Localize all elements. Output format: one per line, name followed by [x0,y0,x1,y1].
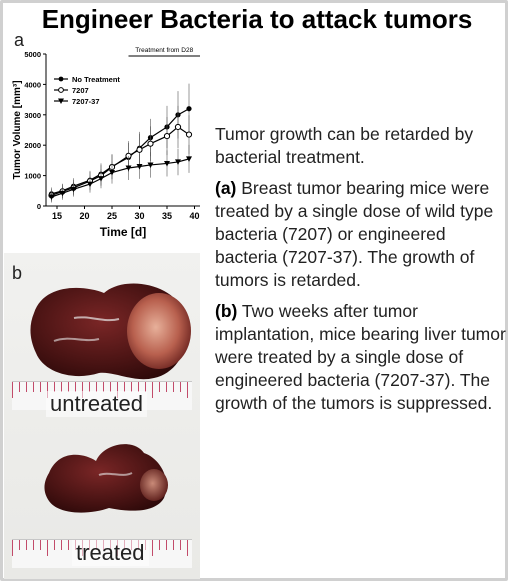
tumor-photo: b untreated [4,253,200,579]
data-point [136,163,143,170]
y-tick-label: 4000 [24,80,41,89]
x-tick-label: 30 [134,211,144,221]
data-point [87,181,93,188]
x-tick-label: 35 [162,211,172,221]
data-point [98,176,104,182]
data-point [185,131,193,138]
tumor-volume-chart: 0 1000 2000 3000 4000 5000 15 20 25 30 35 40 Time [d… [12,47,200,239]
panel-b-label: b [12,263,23,283]
y-tick-label: 2000 [24,141,41,150]
legend-marker [58,87,64,93]
legend-label: 7207 [72,86,89,95]
paragraph-b-label: (b) [215,301,238,321]
data-point [70,186,77,193]
x-tick-label: 40 [189,211,199,221]
data-point [109,170,115,176]
paragraph-a-text: Breast tumor bearing mice were treated b… [215,178,494,290]
data-point [136,146,143,153]
y-tick-label: 5000 [24,50,41,59]
paragraph-b-text: Two weeks after tumor implantation, mice… [215,301,506,413]
y-tick-label: 3000 [24,111,41,120]
legend-marker [58,76,64,82]
series-line-7207-37 [51,158,190,198]
legend-label: No Treatment [72,75,120,84]
intro-paragraph: Tumor growth can be retarded by bacteria… [215,124,474,167]
paragraph-a: (a) Breast tumor bearing mice were treat… [215,177,510,292]
slide-title: Engineer Bacteria to attack tumors [41,4,473,34]
treated-label: treated [72,540,149,566]
data-point [186,106,192,112]
y-tick-label: 0 [37,202,41,211]
x-tick-label: 20 [79,211,89,221]
y-axis-label: Tumor Volume [mm³] [12,80,23,179]
data-point [174,123,182,131]
description-text: Tumor growth can be retarded by bacteria… [215,123,510,423]
panel-a-label: a [14,30,25,50]
data-point [59,190,66,197]
paragraph-b: (b) Two weeks after tumor implantation, … [215,300,510,415]
legend-label: 7207-37 [72,97,100,106]
x-axis-label: Time [d] [100,225,146,239]
data-point [175,159,181,165]
series-line-no-treatment [51,108,190,195]
data-point [147,140,154,147]
data-point [125,165,132,171]
untreated-label: untreated [46,391,147,417]
data-point [163,132,171,140]
legend-marker [58,98,64,104]
data-point [186,156,192,162]
x-tick-label: 25 [107,211,117,221]
data-point [48,194,55,200]
treatment-annotation: Treatment from D28 [135,47,193,54]
y-tick-label: 1000 [24,172,41,181]
liver-specimens-illustration [30,283,191,513]
x-tick-label: 15 [52,211,62,221]
data-point [164,160,170,167]
data-point [147,162,154,168]
paragraph-a-label: (a) [215,178,237,198]
